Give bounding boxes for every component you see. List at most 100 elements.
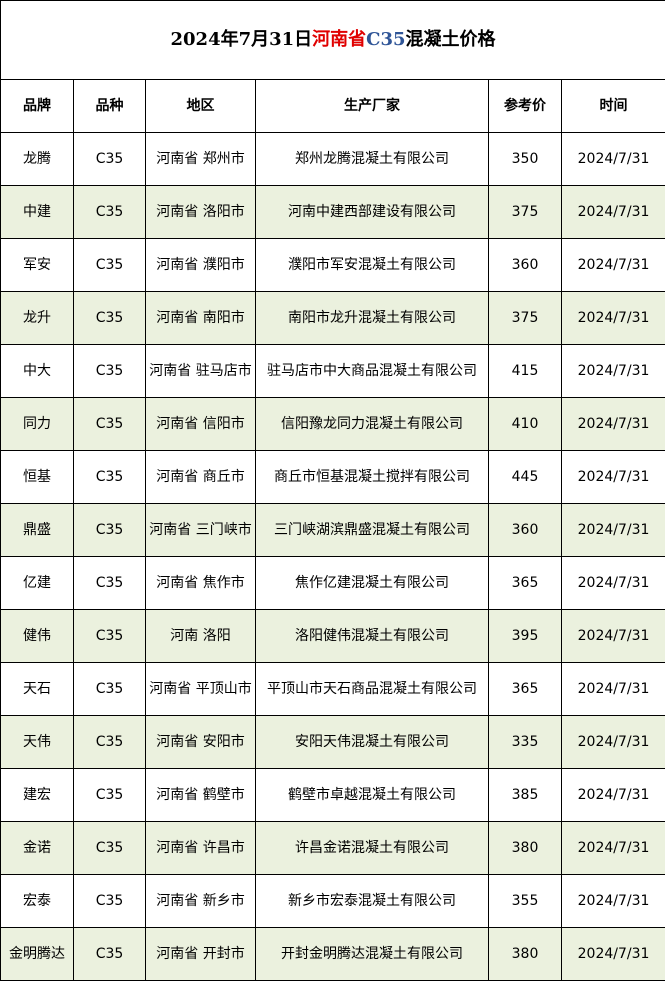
title-suffix: 混凝土价格 xyxy=(405,29,496,50)
table-cell: 360 xyxy=(488,238,562,292)
table-cell: 2024/7/31 xyxy=(560,185,665,239)
table-row: 军安 C35 河南省 濮阳市 濮阳市军安混凝土有限公司 360 2024/7/31 xyxy=(0,238,665,292)
table-row: 健伟 C35 河南 洛阳 洛阳健伟混凝土有限公司 395 2024/7/31 xyxy=(0,609,665,663)
table-cell: 2024/7/31 xyxy=(560,715,665,769)
table-cell: 鹤壁市卓越混凝土有限公司 xyxy=(255,768,489,822)
table-cell: 宏泰 xyxy=(0,874,74,928)
header-cell: 地区 xyxy=(145,79,256,133)
table-cell: 2024/7/31 xyxy=(560,503,665,557)
table-cell: 军安 xyxy=(0,238,74,292)
table-cell: 中大 xyxy=(0,344,74,398)
table-cell: 开封金明腾达混凝土有限公司 xyxy=(255,927,489,981)
table-cell: C35 xyxy=(73,662,146,716)
table-row: 恒基 C35 河南省 商丘市 商丘市恒基混凝土搅拌有限公司 445 2024/7/31 xyxy=(0,450,665,504)
table-cell: 天石 xyxy=(0,662,74,716)
table-cell: 335 xyxy=(488,715,562,769)
table-cell: 河南 洛阳 xyxy=(145,609,256,663)
table-cell: 2024/7/31 xyxy=(560,132,665,186)
table-cell: 河南省 信阳市 xyxy=(145,397,256,451)
table-cell: 395 xyxy=(488,609,562,663)
table-cell: 375 xyxy=(488,185,562,239)
header-cell: 品种 xyxy=(73,79,146,133)
table-cell: 2024/7/31 xyxy=(560,609,665,663)
table-cell: 355 xyxy=(488,874,562,928)
table-cell: 415 xyxy=(488,344,562,398)
header-cell: 品牌 xyxy=(0,79,74,133)
table-cell: 410 xyxy=(488,397,562,451)
table-cell: 龙腾 xyxy=(0,132,74,186)
table-cell: 385 xyxy=(488,768,562,822)
table-cell: 信阳豫龙同力混凝土有限公司 xyxy=(255,397,489,451)
table-cell: 河南中建西部建设有限公司 xyxy=(255,185,489,239)
table-cell: 2024/7/31 xyxy=(560,291,665,345)
table-cell: 445 xyxy=(488,450,562,504)
title-date: 2024年7月31日 xyxy=(170,29,313,50)
table-cell: C35 xyxy=(73,238,146,292)
table-cell: 安阳天伟混凝土有限公司 xyxy=(255,715,489,769)
table-cell: 驻马店市中大商品混凝土有限公司 xyxy=(255,344,489,398)
table-cell: 中建 xyxy=(0,185,74,239)
table-cell: 郑州龙腾混凝土有限公司 xyxy=(255,132,489,186)
table-cell: 河南省 平顶山市 xyxy=(145,662,256,716)
table-cell: 2024/7/31 xyxy=(560,874,665,928)
title-province: 河南省 xyxy=(312,29,367,50)
table-cell: 河南省 新乡市 xyxy=(145,874,256,928)
table-cell: 2024/7/31 xyxy=(560,238,665,292)
table-cell: 河南省 洛阳市 xyxy=(145,185,256,239)
table-cell: C35 xyxy=(73,874,146,928)
table-cell: 380 xyxy=(488,821,562,875)
table-cell: 河南省 许昌市 xyxy=(145,821,256,875)
table-cell: 三门峡湖滨鼎盛混凝土有限公司 xyxy=(255,503,489,557)
table-cell: 360 xyxy=(488,503,562,557)
table-cell: C35 xyxy=(73,132,146,186)
table-cell: 河南省 驻马店市 xyxy=(145,344,256,398)
table-row: 金明腾达 C35 河南省 开封市 开封金明腾达混凝土有限公司 380 2024/7/31 xyxy=(0,927,665,981)
table-cell: 河南省 商丘市 xyxy=(145,450,256,504)
table-cell: 365 xyxy=(488,556,562,610)
table-cell: 河南省 濮阳市 xyxy=(145,238,256,292)
table-cell: C35 xyxy=(73,556,146,610)
table-cell: 健伟 xyxy=(0,609,74,663)
table-cell: C35 xyxy=(73,715,146,769)
table-cell: 365 xyxy=(488,662,562,716)
table-row: 同力 C35 河南省 信阳市 信阳豫龙同力混凝土有限公司 410 2024/7/31 xyxy=(0,397,665,451)
table-cell: 平顶山市天石商品混凝土有限公司 xyxy=(255,662,489,716)
title-grade: C35 xyxy=(366,29,406,50)
table-cell: C35 xyxy=(73,450,146,504)
table-cell: C35 xyxy=(73,927,146,981)
table-cell: 天伟 xyxy=(0,715,74,769)
table-cell: 380 xyxy=(488,927,562,981)
header-cell: 生产厂家 xyxy=(255,79,489,133)
table-cell: 河南省 开封市 xyxy=(145,927,256,981)
table-cell: 河南省 鹤壁市 xyxy=(145,768,256,822)
table-cell: 建宏 xyxy=(0,768,74,822)
table-row: 亿建 C35 河南省 焦作市 焦作亿建混凝土有限公司 365 2024/7/31 xyxy=(0,556,665,610)
table-cell: 2024/7/31 xyxy=(560,344,665,398)
table-cell: 金明腾达 xyxy=(0,927,74,981)
table-cell: 许昌金诺混凝土有限公司 xyxy=(255,821,489,875)
table-row: 天石 C35 河南省 平顶山市 平顶山市天石商品混凝土有限公司 365 2024/7/31 xyxy=(0,662,665,716)
table-cell: 2024/7/31 xyxy=(560,927,665,981)
table-cell: 2024/7/31 xyxy=(560,768,665,822)
table-cell: C35 xyxy=(73,503,146,557)
title: 2024年7月31日河南省C35混凝土价格 xyxy=(0,0,665,80)
table-cell: 2024/7/31 xyxy=(560,450,665,504)
table-cell: 350 xyxy=(488,132,562,186)
table-row: 天伟 C35 河南省 安阳市 安阳天伟混凝土有限公司 335 2024/7/31 xyxy=(0,715,665,769)
table-cell: 河南省 郑州市 xyxy=(145,132,256,186)
table-cell: C35 xyxy=(73,185,146,239)
table-cell: 2024/7/31 xyxy=(560,556,665,610)
table-cell: 金诺 xyxy=(0,821,74,875)
table-cell: 焦作亿建混凝土有限公司 xyxy=(255,556,489,610)
table-cell: 濮阳市军安混凝土有限公司 xyxy=(255,238,489,292)
table-row: 金诺 C35 河南省 许昌市 许昌金诺混凝土有限公司 380 2024/7/31 xyxy=(0,821,665,875)
table-cell: 河南省 三门峡市 xyxy=(145,503,256,557)
table-cell: 375 xyxy=(488,291,562,345)
table-cell: 河南省 焦作市 xyxy=(145,556,256,610)
table-cell: 2024/7/31 xyxy=(560,662,665,716)
table-cell: C35 xyxy=(73,609,146,663)
table-cell: 亿建 xyxy=(0,556,74,610)
table-cell: 鼎盛 xyxy=(0,503,74,557)
